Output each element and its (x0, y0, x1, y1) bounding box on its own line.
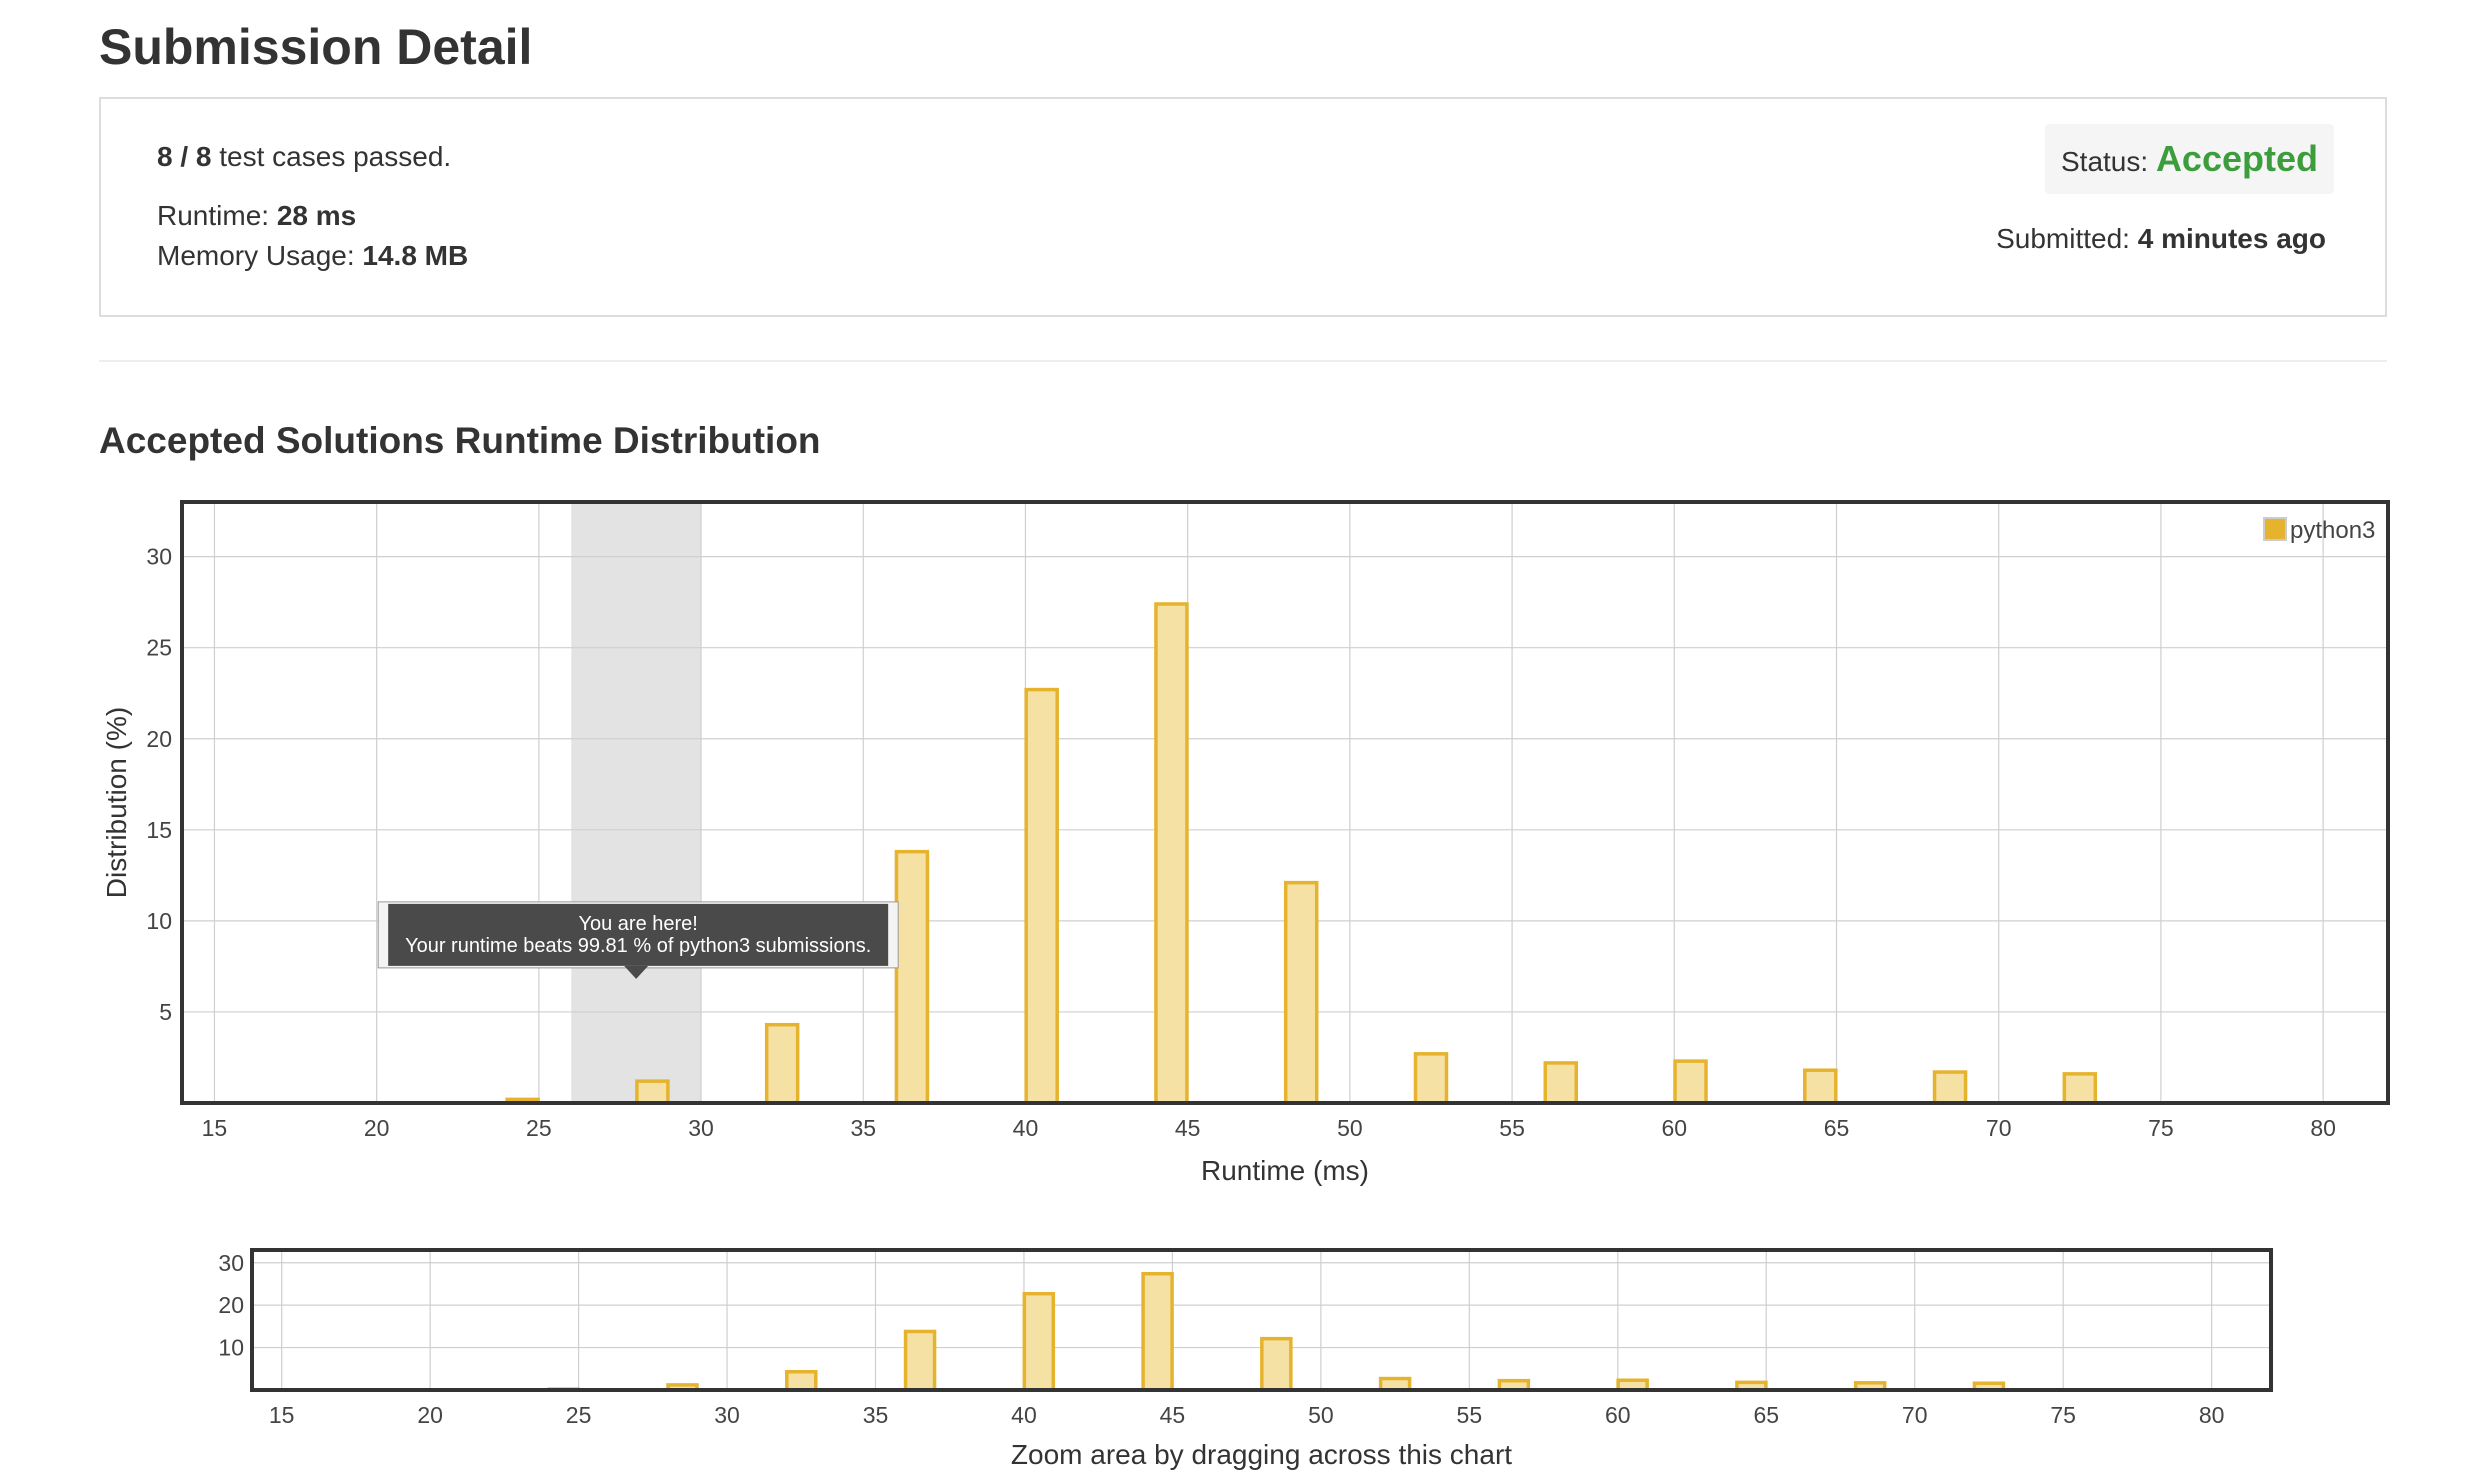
x-tick-label: 60 (1605, 1402, 1631, 1428)
submitted-time: 4 minutes ago (2137, 223, 2326, 254)
your-runtime-highlight-band (571, 502, 702, 1103)
y-axis-title: Distribution (%) (101, 707, 132, 898)
bar-48[interactable] (1283, 880, 1319, 1105)
x-tick-label: 15 (202, 1115, 228, 1141)
x-tick-label: 35 (850, 1115, 876, 1141)
tooltip-arrow (624, 965, 649, 979)
legend-swatch (2263, 517, 2287, 541)
bar-44[interactable] (1154, 602, 1189, 1105)
y-tick-label: 30 (146, 544, 172, 570)
x-tick-label: 65 (1753, 1402, 1779, 1428)
test-cases-text: test cases passed. (211, 141, 452, 172)
runtime-distribution-chart[interactable]: 15 20 25 30 35 40 45 50 55 60 65 70 75 80 5 10 15 20 25 30 R… (0, 490, 2484, 1200)
runtime-value: 28 ms (276, 200, 357, 231)
x-tick-label: 45 (1175, 1115, 1201, 1141)
bar-40[interactable] (1024, 687, 1059, 1105)
x-tick-label: 80 (2199, 1402, 2225, 1428)
x-tick-label: 30 (688, 1115, 714, 1141)
x-tick-label: 20 (417, 1402, 443, 1428)
x-tick-label: 60 (1661, 1115, 1687, 1141)
y-tick-label: 15 (146, 817, 172, 843)
page-title: Submission Detail (99, 19, 533, 75)
x-tick-label: 70 (1902, 1402, 1928, 1428)
bar-56[interactable] (1543, 1061, 1578, 1105)
bar-64[interactable] (1803, 1068, 1838, 1105)
submitted-line: Submitted: 4 minutes ago (1996, 223, 2326, 255)
section-divider (99, 360, 2387, 362)
tooltip-line-1: You are here! (578, 913, 697, 935)
memory-value: 14.8 MB (362, 240, 469, 271)
x-tick-label: 75 (2148, 1115, 2174, 1141)
test-cases-line: 8 / 8 test cases passed. (157, 141, 451, 173)
x-tick-label: 25 (566, 1402, 592, 1428)
bar-32[interactable] (764, 1022, 800, 1105)
legend-label: python3 (2290, 517, 2375, 544)
x-tick-label: 40 (1013, 1115, 1039, 1141)
bar-36[interactable] (894, 849, 930, 1105)
x-tick-label: 15 (269, 1402, 295, 1428)
section-title: Accepted Solutions Runtime Distribution (99, 420, 821, 461)
x-tick-label: 45 (1160, 1402, 1186, 1428)
x-tick-label: 70 (1986, 1115, 2012, 1141)
chart-legend[interactable]: python3 (2263, 517, 2375, 544)
memory-label: Memory Usage: (157, 240, 363, 271)
bar-40[interactable] (1022, 1291, 1056, 1392)
status-badge: Status: Accepted (2045, 124, 2334, 194)
bar-28[interactable] (635, 1079, 670, 1105)
bar-48[interactable] (1260, 1336, 1293, 1392)
y-tick-label: 20 (146, 726, 172, 752)
test-cases-count: 8 / 8 (157, 141, 212, 172)
x-tick-label: 75 (2050, 1402, 2076, 1428)
x-tick-label: 25 (526, 1115, 552, 1141)
x-tick-label: 40 (1011, 1402, 1037, 1428)
x-tick-label: 80 (2310, 1115, 2336, 1141)
zoom-navigator-chart[interactable]: 15 20 25 30 35 40 45 50 55 60 65 70 75 80 10 20 30 Zoom a… (0, 1230, 2484, 1478)
x-tick-label: 30 (714, 1402, 740, 1428)
y-tick-label: 5 (159, 999, 172, 1025)
bar-36[interactable] (903, 1329, 937, 1392)
memory-line: Memory Usage: 14.8 MB (157, 240, 468, 272)
x-tick-label: 50 (1337, 1115, 1363, 1141)
plot-frame (180, 500, 2390, 1105)
bar-68[interactable] (1932, 1070, 1968, 1105)
tooltip-line-2: Your runtime beats 99.81 % of python3 su… (405, 935, 871, 957)
y-tick-label: 25 (146, 635, 172, 661)
runtime-line: Runtime: 28 ms (157, 200, 356, 232)
x-tick-label: 55 (1499, 1115, 1525, 1141)
x-tick-label: 65 (1824, 1115, 1850, 1141)
x-tick-label: 35 (863, 1402, 889, 1428)
x-tick-label: 20 (364, 1115, 390, 1141)
x-tick-label: 50 (1308, 1402, 1334, 1428)
tooltip-box (388, 903, 889, 966)
submission-summary-card: 8 / 8 test cases passed. Runtime: 28 ms … (99, 97, 2387, 317)
bar-60[interactable] (1673, 1059, 1708, 1105)
bar-52[interactable] (1413, 1052, 1449, 1105)
plot-frame (250, 1248, 2273, 1392)
y-tick-label: 20 (218, 1292, 244, 1318)
runtime-label: Runtime: (157, 200, 277, 231)
bar-32[interactable] (785, 1370, 818, 1392)
submitted-label: Submitted: (1996, 223, 2138, 254)
status-label: Status: (2061, 146, 2156, 177)
x-axis-title: Runtime (ms) (1201, 1155, 1369, 1186)
x-tick-label: 55 (1457, 1402, 1483, 1428)
y-tick-label: 10 (146, 908, 172, 934)
bar-44[interactable] (1141, 1272, 1174, 1392)
y-tick-label: 10 (218, 1335, 244, 1361)
status-value: Accepted (2155, 138, 2318, 179)
bar-72[interactable] (2062, 1072, 2098, 1105)
x-axis-title: Zoom area by dragging across this chart (1011, 1439, 1512, 1470)
runtime-tooltip: You are here!Your runtime beats 99.81 % … (377, 901, 899, 979)
y-tick-label: 30 (218, 1250, 244, 1276)
